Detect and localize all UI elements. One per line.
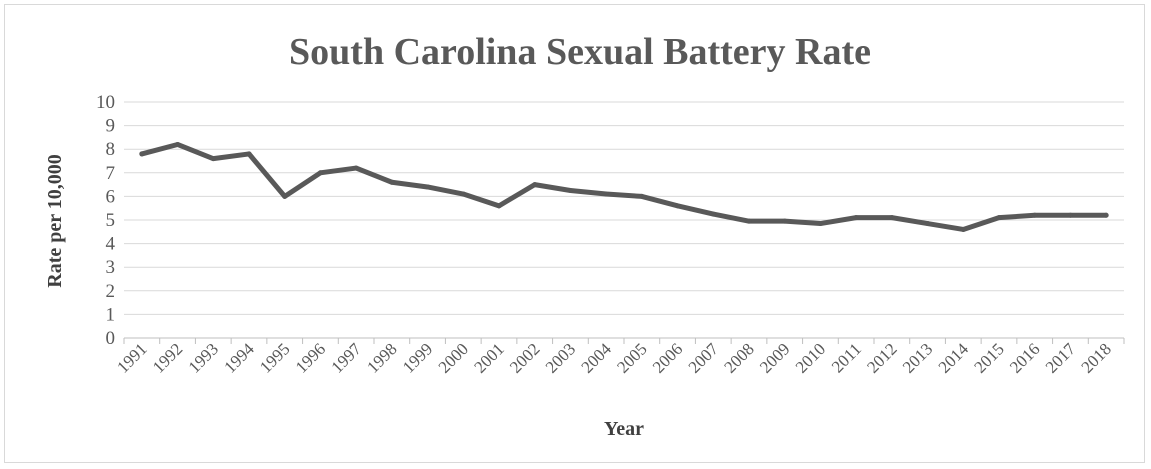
y-tick-label: 6 [106,186,116,207]
data-point [1067,212,1073,218]
x-tick-label: 1994 [220,339,258,377]
x-tick-label: 2012 [863,339,900,376]
chart-frame [4,4,1145,463]
data-point [282,193,288,199]
x-tick-label: 2011 [828,339,865,376]
data-point [317,170,323,176]
x-tick-label: 2001 [470,339,507,376]
data-point [175,141,181,147]
x-tick-label: 2016 [1006,339,1043,376]
data-point [675,203,681,209]
y-tick-labels: 0 12 34 5 67 89 10 [96,92,116,349]
y-tick-label: 10 [96,92,115,113]
y-tick-label: 8 [106,139,116,160]
data-point [210,156,216,162]
x-tick-label: 2006 [649,339,686,376]
series-group [139,141,1109,232]
x-tick-label: 1993 [185,339,222,376]
chart-title: South Carolina Sexual Battery Rate [289,31,871,73]
y-tick-label: 4 [106,234,116,255]
x-tick-label: 2003 [542,339,579,376]
x-tick-label: 2018 [1077,339,1114,376]
data-point [496,203,502,209]
y-tick-label: 9 [106,116,116,137]
data-point [925,221,931,227]
x-tick-label: 2007 [685,339,723,377]
data-point [996,215,1002,221]
x-tick-label: 2015 [970,339,1007,376]
data-point [817,221,823,227]
data-point [710,211,716,217]
series-line [139,141,1109,232]
x-tick-label: 2010 [792,339,829,376]
data-point [639,193,645,199]
x-tick-labels: 1991199219931994199519961997199819992000… [113,338,1125,377]
x-tick-label: 2013 [899,339,936,376]
y-tick-label: 0 [106,328,116,349]
data-point [353,165,359,171]
data-point [532,182,538,188]
y-tick-label: 5 [106,210,116,231]
data-point [246,151,252,157]
x-tick-label: 1995 [256,339,293,376]
gridlines [124,101,1124,339]
y-tick-label: 1 [106,304,116,325]
data-point [389,179,395,185]
data-point [746,218,752,224]
y-axis-title: Rate per 10,000 [44,154,66,288]
data-point [1103,212,1109,218]
data-point [460,191,466,197]
x-axis-title: Year [604,418,644,440]
x-tick-label: 1999 [399,339,436,376]
x-tick-label: 2000 [435,339,472,376]
y-tick-label: 2 [106,281,116,302]
x-tick-label: 1996 [292,339,329,376]
x-tick-label: 2014 [935,339,973,377]
data-point [139,151,145,157]
x-tick-label: 2002 [506,339,543,376]
x-tick-label: 2017 [1042,339,1080,377]
data-point [1032,212,1038,218]
y-tick-label: 3 [106,257,116,278]
data-point [782,218,788,224]
x-tick-label: 1998 [363,339,400,376]
data-point [853,215,859,221]
x-tick-label: 2005 [613,339,650,376]
data-point [425,184,431,190]
data-point [567,188,573,193]
data-point [889,215,895,221]
y-tick-label: 7 [106,163,116,184]
x-tick-label: 2009 [756,339,793,376]
data-point [603,191,609,197]
x-tick-label: 2008 [720,339,757,376]
data-point [960,226,966,232]
x-tick-label: 2004 [577,339,615,377]
x-tick-label: 1997 [327,339,365,377]
x-tick-label: 1991 [113,339,150,376]
x-tick-label: 1992 [149,339,186,376]
